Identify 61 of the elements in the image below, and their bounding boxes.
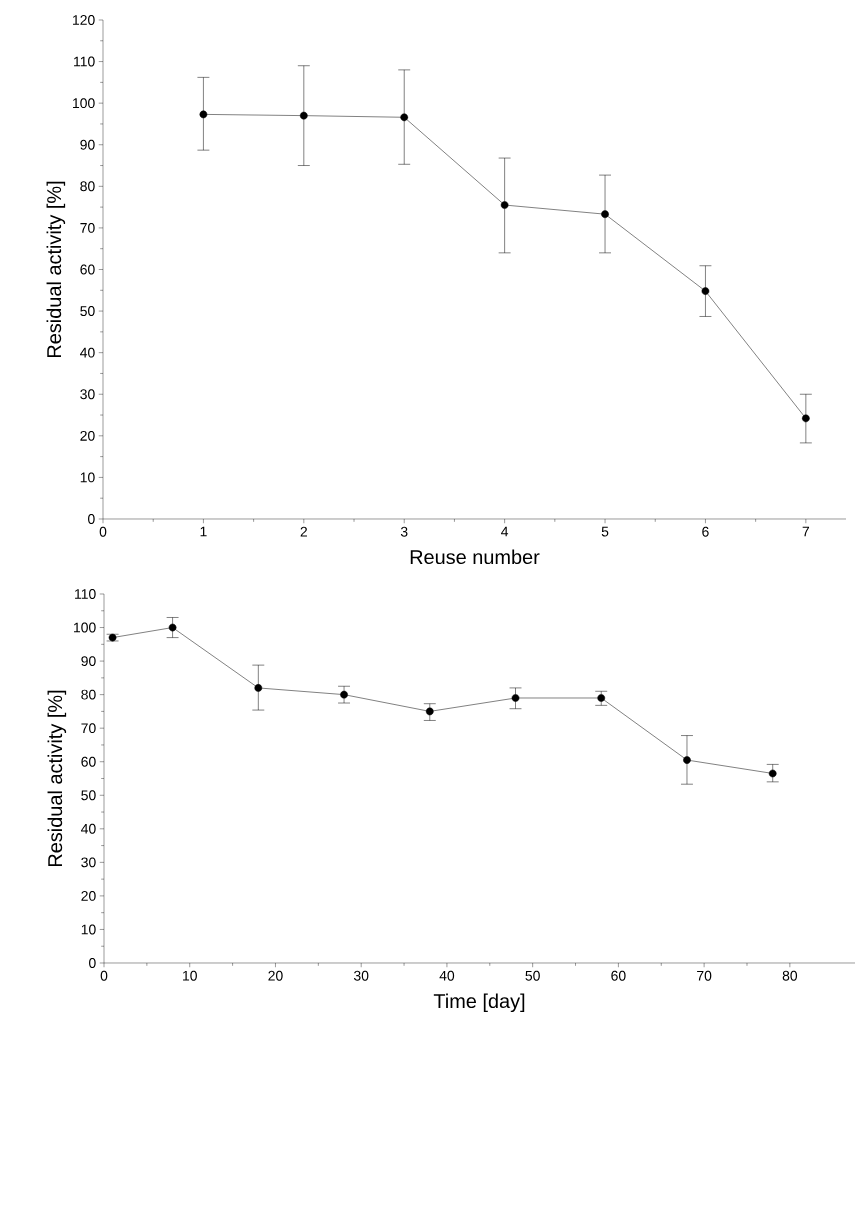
point — [168, 623, 177, 632]
x-tick-label: 10 — [183, 970, 197, 981]
y-tick-label: 110 — [75, 589, 96, 599]
x-tick-label: 60 — [611, 970, 626, 981]
y-tick-label: 40 — [80, 347, 95, 358]
x-tick-label: 5 — [601, 526, 609, 537]
y-tick-label: 70 — [81, 723, 96, 734]
x-tick-label: 7 — [802, 526, 810, 537]
y-tick-label: 20 — [81, 890, 96, 901]
x-tick-label: 1 — [200, 526, 207, 537]
point — [701, 287, 710, 295]
y-tick-label: 90 — [81, 656, 96, 667]
y-tick-label: 110 — [74, 56, 95, 67]
y-tick-label: 60 — [81, 756, 96, 767]
point — [500, 201, 509, 209]
y-tick-label: 60 — [80, 264, 95, 275]
y-tick-label: 50 — [80, 306, 95, 317]
point — [199, 110, 208, 119]
x-tick-label: 3 — [400, 526, 408, 537]
x-tick-label: 70 — [697, 970, 712, 981]
x-axis-title: Time [day] — [433, 993, 525, 1013]
y-tick-label: 30 — [80, 389, 95, 400]
x-tick-label: 20 — [268, 970, 283, 981]
y-tick-label: 80 — [81, 689, 96, 700]
x-tick-label: 2 — [300, 526, 307, 537]
point — [400, 113, 409, 122]
x-axis-title: Reuse number — [410, 549, 540, 565]
y-tick-label: 10 — [81, 924, 96, 935]
x-tick-label: 80 — [782, 970, 798, 981]
y-tick-label: 100 — [73, 98, 95, 109]
y-tick-label: 80 — [80, 181, 95, 192]
y-axis-title: Residual activity [%] — [46, 181, 66, 357]
y-tick-label: 50 — [81, 790, 96, 801]
point — [601, 210, 609, 219]
x-tick-label: 4 — [501, 526, 509, 537]
point — [768, 769, 777, 778]
y-tick-label: 120 — [73, 15, 95, 25]
y-tick-label: 70 — [80, 222, 95, 233]
point — [425, 707, 434, 716]
y-tick-label: 0 — [89, 958, 96, 968]
point — [340, 690, 348, 699]
point — [802, 414, 810, 423]
y-tick-label: 40 — [81, 823, 96, 834]
y-tick-label: 10 — [80, 472, 95, 483]
point — [299, 111, 308, 120]
x-tick-label: 30 — [353, 970, 369, 981]
y-tick-label: 100 — [74, 622, 96, 633]
y-tick-label: 90 — [80, 139, 95, 150]
point — [683, 756, 691, 764]
x-tick-label: 0 — [100, 970, 108, 981]
x-tick-label: 0 — [99, 526, 107, 537]
y-tick-label: 30 — [81, 857, 96, 868]
x-tick-label: 6 — [702, 526, 709, 537]
point — [597, 694, 606, 702]
point — [511, 694, 520, 702]
y-axis-title: Residual activity [%] — [47, 690, 67, 866]
y-tick-label: 20 — [80, 430, 95, 441]
point — [254, 684, 263, 692]
x-tick-label: 50 — [525, 970, 540, 981]
x-tick-label: 40 — [439, 970, 455, 981]
y-tick-label: 0 — [88, 514, 95, 524]
